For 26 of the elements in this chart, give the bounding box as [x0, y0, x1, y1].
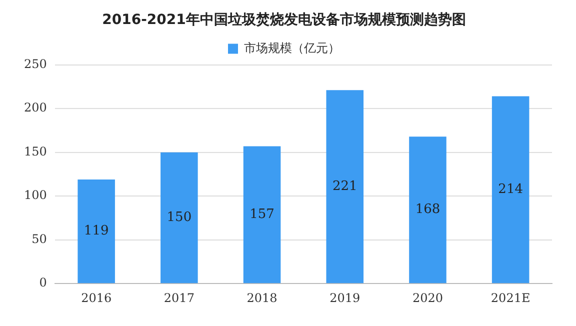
bar: [326, 90, 364, 284]
bar: [160, 152, 198, 284]
y-tick-label: 0: [39, 276, 47, 290]
x-tick-label: 2020: [412, 290, 443, 305]
x-tick-label: 2021E: [490, 290, 530, 305]
chart-title: 2016-2021年中国垃圾焚烧发电设备市场规模预测趋势图: [102, 11, 466, 28]
y-tick-label: 250: [24, 56, 47, 71]
x-tick-label: 2016: [81, 290, 112, 305]
bar: [492, 96, 530, 284]
bar: [243, 146, 281, 284]
data-label: 221: [332, 179, 358, 194]
y-tick-label: 200: [24, 100, 47, 115]
x-tick-label: 2019: [330, 290, 360, 305]
data-label: 119: [84, 224, 109, 239]
y-tick-label: 150: [24, 144, 47, 158]
data-label: 150: [166, 210, 192, 226]
x-tick-label: 2018: [246, 290, 278, 305]
bar: [78, 179, 115, 284]
data-label: 214: [498, 182, 523, 198]
bar: [409, 136, 446, 284]
y-tick-label: 100: [24, 188, 47, 202]
data-label: 157: [250, 207, 274, 222]
y-tick-label: 50: [32, 232, 47, 246]
legend-label: 市场规模（亿元）: [244, 40, 340, 55]
x-tick-label: 2017: [164, 290, 194, 305]
data-label: 168: [415, 202, 440, 218]
